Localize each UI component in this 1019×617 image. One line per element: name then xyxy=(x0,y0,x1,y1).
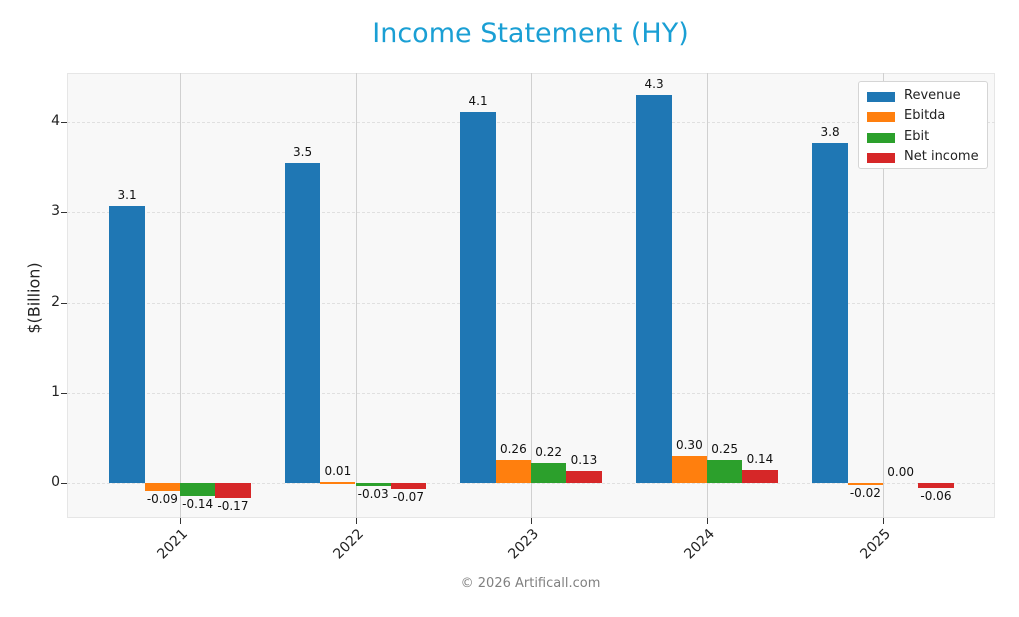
x-tick-label: 2022 xyxy=(329,526,367,563)
v-gridline xyxy=(180,73,181,518)
x-tick-mark xyxy=(883,518,884,524)
bar-value-label: 0.25 xyxy=(711,442,738,457)
bar-net-income xyxy=(566,471,602,483)
bar-revenue xyxy=(284,162,321,483)
bar-ebit xyxy=(531,463,567,483)
x-tick-label: 2023 xyxy=(505,526,542,563)
bar-value-label: 0.01 xyxy=(324,464,352,479)
bar-ebit xyxy=(707,460,743,483)
bar-value-label: 0.22 xyxy=(535,445,562,460)
legend-swatch-ebitda xyxy=(867,112,895,122)
x-tick-mark xyxy=(707,518,708,524)
y-tick-mark xyxy=(61,302,67,304)
bar-ebitda xyxy=(144,483,180,492)
legend-label: Net income xyxy=(904,149,979,164)
legend-label: Ebit xyxy=(904,129,930,144)
y-tick-label: 2 xyxy=(51,293,60,310)
bar-value-label: 0.14 xyxy=(746,452,774,467)
bar-ebitda xyxy=(320,482,356,484)
bar-net-income xyxy=(918,483,954,489)
bar-value-label: 0.13 xyxy=(570,453,598,468)
bar-revenue xyxy=(109,205,145,483)
bar-value-label: -0.06 xyxy=(920,489,952,504)
bar-net-income xyxy=(215,483,251,499)
bar-net-income xyxy=(742,470,778,483)
bar-value-label: 3.1 xyxy=(117,187,137,202)
bar-value-label: -0.07 xyxy=(392,490,424,505)
bar-revenue xyxy=(460,112,496,483)
bar-value-label: -0.14 xyxy=(182,496,214,511)
bar-value-label: 0.00 xyxy=(887,465,914,479)
x-tick-label: 2021 xyxy=(154,526,191,563)
y-tick-label: 4 xyxy=(51,113,60,129)
legend: Revenue Ebitda Ebit Net income xyxy=(858,81,988,169)
x-tick-mark xyxy=(531,518,532,524)
y-tick-mark xyxy=(61,483,67,484)
legend-label: Revenue xyxy=(904,88,961,103)
bar-ebitda xyxy=(847,483,883,485)
bar-net-income xyxy=(390,483,427,490)
bar-revenue xyxy=(812,142,848,483)
legend-swatch-revenue xyxy=(867,92,895,102)
v-gridline xyxy=(531,73,532,518)
bar-value-label: -0.03 xyxy=(357,486,389,501)
v-gridline xyxy=(883,73,884,518)
bar-ebit xyxy=(180,483,216,496)
x-tick-mark xyxy=(180,518,181,524)
legend-label: Ebitda xyxy=(904,108,946,123)
bar-value-label: 4.3 xyxy=(644,76,664,91)
y-tick-label: 1 xyxy=(51,383,60,400)
y-tick-mark xyxy=(61,212,67,214)
bar-ebitda xyxy=(495,459,531,483)
bar-value-label: -0.02 xyxy=(849,485,881,500)
v-gridline xyxy=(707,73,708,518)
x-tick-label: 2024 xyxy=(681,526,718,563)
bar-ebit xyxy=(355,483,391,486)
bar-value-label: 3.8 xyxy=(820,124,840,139)
v-gridline xyxy=(355,73,357,518)
bar-value-label: 0.30 xyxy=(675,437,703,452)
bar-value-label: 3.5 xyxy=(293,144,313,159)
bar-revenue xyxy=(636,94,672,483)
chart-title: Income Statement (HY) xyxy=(372,18,689,49)
legend-swatch-net-income xyxy=(867,153,895,163)
y-tick-label: 0 xyxy=(51,474,60,490)
y-tick-mark xyxy=(61,122,67,123)
bar-ebitda xyxy=(671,455,707,483)
x-tick-label: 2025 xyxy=(857,526,894,563)
bar-value-label: 0.26 xyxy=(499,441,527,456)
bar-value-label: 4.1 xyxy=(468,94,488,109)
y-tick-mark xyxy=(61,392,67,394)
bar-value-label: -0.09 xyxy=(146,492,178,507)
legend-swatch-ebit xyxy=(867,133,895,143)
bar-value-label: -0.17 xyxy=(217,499,249,514)
y-tick-label: 3 xyxy=(51,203,60,220)
copyright-footer: © 2026 Artificall.com xyxy=(460,576,601,591)
x-tick-mark xyxy=(355,518,357,524)
